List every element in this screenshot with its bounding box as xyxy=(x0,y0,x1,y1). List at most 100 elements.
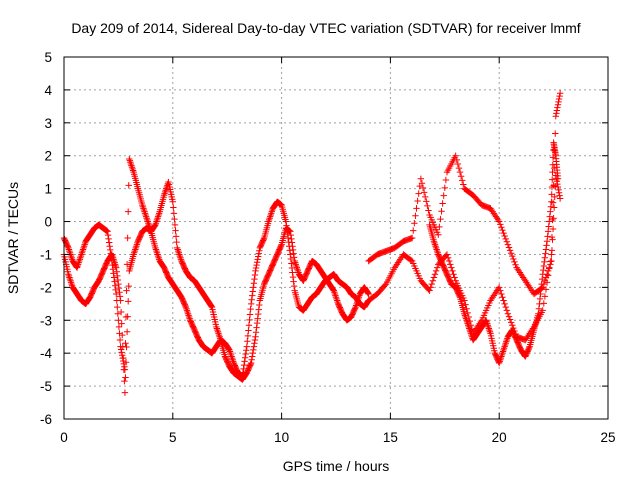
data-point xyxy=(332,292,339,299)
data-point xyxy=(252,267,259,275)
data-point xyxy=(538,280,545,288)
data-point xyxy=(537,285,545,293)
data-point xyxy=(555,189,563,196)
data-point xyxy=(440,192,447,199)
y-axis-label: SDTVAR / TECUs xyxy=(5,182,21,294)
data-point xyxy=(512,261,519,268)
x-axis-label: GPS time / hours xyxy=(283,458,390,474)
data-point xyxy=(118,320,125,327)
series-track-3 xyxy=(365,152,564,298)
data-point xyxy=(544,233,551,240)
data-point xyxy=(79,246,87,253)
data-point xyxy=(503,238,511,245)
data-point xyxy=(501,343,508,350)
data-point xyxy=(497,287,504,294)
data-point xyxy=(447,261,454,268)
data-point xyxy=(78,251,85,258)
data-point xyxy=(542,250,549,257)
data-point xyxy=(114,303,121,311)
y-tick-label: -2 xyxy=(40,280,52,295)
data-point xyxy=(67,277,74,284)
data-point xyxy=(252,333,259,340)
x-tick-label: 10 xyxy=(274,430,289,445)
data-point xyxy=(66,275,74,283)
data-point xyxy=(176,251,183,258)
data-point xyxy=(77,252,85,260)
data-point xyxy=(547,208,554,215)
data-point xyxy=(543,238,551,245)
data-point xyxy=(290,250,297,257)
data-point xyxy=(249,349,256,357)
data-point xyxy=(433,247,441,255)
data-point xyxy=(128,162,135,169)
data-point xyxy=(431,271,439,278)
data-point xyxy=(80,243,88,250)
data-point xyxy=(525,344,533,352)
data-point xyxy=(123,343,130,351)
data-point xyxy=(486,328,494,335)
data-point xyxy=(451,274,458,281)
data-point xyxy=(164,180,172,187)
data-point xyxy=(290,278,297,285)
data-point xyxy=(538,275,546,283)
data-point xyxy=(381,282,389,289)
data-point xyxy=(539,307,546,314)
data-point xyxy=(114,310,122,317)
data-point xyxy=(249,292,256,299)
data-point xyxy=(104,228,111,235)
data-point xyxy=(498,224,505,231)
data-point xyxy=(67,279,75,286)
data-point xyxy=(175,247,182,255)
data-point xyxy=(460,181,467,188)
data-point xyxy=(133,243,140,250)
data-point xyxy=(454,160,462,168)
data-point xyxy=(122,340,129,347)
data-point xyxy=(287,228,294,235)
data-point xyxy=(506,316,514,323)
data-point xyxy=(456,292,463,300)
data-point xyxy=(501,232,508,240)
data-point xyxy=(415,190,422,197)
data-point xyxy=(106,243,113,250)
data-point xyxy=(121,363,128,370)
data-point xyxy=(116,336,124,344)
data-point xyxy=(509,252,516,260)
data-point xyxy=(119,352,126,359)
data-point xyxy=(122,359,130,366)
data-point xyxy=(432,244,440,252)
data-point xyxy=(510,255,517,263)
data-point xyxy=(553,107,561,114)
data-point xyxy=(501,300,508,308)
data-point xyxy=(436,223,443,231)
data-point xyxy=(104,231,112,239)
data-point xyxy=(117,297,124,304)
data-point xyxy=(126,155,133,163)
y-tick-label: 1 xyxy=(44,182,52,197)
data-point xyxy=(289,243,296,250)
chart-title: Day 209 of 2014, Sidereal Day-to-day VTE… xyxy=(71,20,580,36)
data-point xyxy=(162,187,169,194)
data-point xyxy=(184,310,192,317)
data-point xyxy=(142,211,149,219)
data-point xyxy=(172,233,180,240)
data-point xyxy=(431,241,439,248)
data-point xyxy=(256,247,263,254)
data-point xyxy=(550,215,557,222)
data-point xyxy=(112,286,119,294)
plot-frame xyxy=(63,56,609,420)
data-point xyxy=(541,258,548,266)
data-point xyxy=(246,311,254,318)
data-point xyxy=(556,195,564,202)
data-point xyxy=(505,244,513,251)
data-point xyxy=(247,300,255,308)
data-point xyxy=(154,213,162,220)
data-point xyxy=(124,234,131,242)
data-point xyxy=(543,242,550,249)
data-point xyxy=(144,218,151,225)
y-tick-label: 2 xyxy=(44,149,52,164)
data-point xyxy=(554,101,562,108)
data-point xyxy=(250,343,258,350)
data-point xyxy=(292,259,299,266)
data-point xyxy=(254,315,261,322)
data-point xyxy=(121,389,129,396)
